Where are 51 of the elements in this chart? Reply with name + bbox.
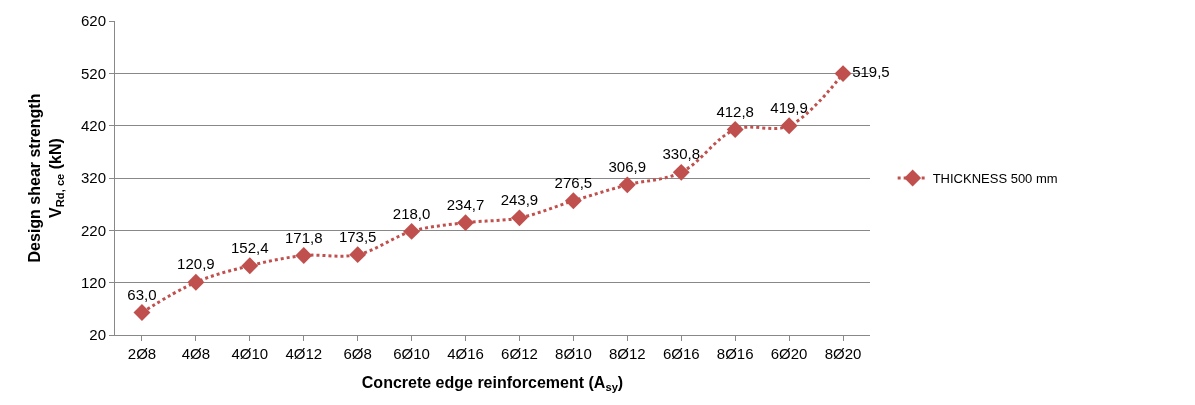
point (457, 214, 474, 232)
x-tick-label: 8Ø10 (555, 345, 592, 362)
point (618, 176, 636, 194)
x-tick-label: 4Ø8 (181, 345, 211, 362)
y-tick-label: 120 (80, 273, 106, 291)
point (241, 257, 259, 275)
point (403, 222, 421, 240)
data-label: 306,9 (608, 157, 647, 175)
x-tick-label: 4Ø12 (285, 345, 323, 362)
point (780, 117, 798, 135)
data-label: 276,5 (554, 173, 593, 191)
data-label: 412,8 (716, 102, 754, 120)
point (295, 247, 313, 265)
legend-label: THICKNESS 500 mm (932, 171, 1058, 187)
data-label: 330,8 (662, 145, 701, 163)
x-tick-label: 6Ø20 (770, 345, 808, 362)
data-label: 243,9 (500, 190, 539, 208)
y-tick-label: 320 (80, 169, 106, 187)
y-tick-label: 620 (80, 12, 106, 30)
point (672, 163, 690, 181)
data-label: 63,0 (127, 285, 157, 303)
data-label: 419,9 (770, 98, 808, 116)
x-tick-label: 4Ø16 (447, 345, 484, 362)
x-tick-label: 2Ø8 (127, 345, 157, 362)
data-label: 519,5 (852, 63, 890, 81)
point (726, 120, 744, 138)
x-tick-label: 6Ø12 (501, 345, 538, 362)
x-tick-label: 6Ø10 (393, 345, 430, 362)
data-label: 120,9 (177, 255, 215, 273)
data-label: 234,7 (446, 195, 485, 213)
data-label: 173,5 (338, 227, 377, 245)
x-tick-label: 4Ø10 (231, 345, 269, 362)
point (349, 246, 367, 264)
x-tick-label: 6Ø16 (662, 345, 700, 362)
y-tick-label: 420 (80, 116, 106, 134)
x-tick-label: 8Ø12 (608, 345, 646, 362)
data-label: 152,4 (231, 238, 269, 256)
y-tick-label: 520 (80, 64, 106, 82)
y-tick-label: 20 (89, 326, 106, 344)
point (133, 304, 151, 321)
x-axis-title: Concrete edge reinforcement (A$_{sy}$) (361, 373, 624, 394)
y-tick-label: 220 (80, 221, 106, 239)
x-tick-label: 8Ø20 (824, 345, 862, 362)
x-tick-label: 6Ø8 (343, 345, 372, 362)
data-label: 171,8 (284, 228, 323, 246)
x-tick-label: 8Ø16 (716, 345, 754, 362)
point (187, 273, 205, 291)
point (511, 209, 528, 227)
point (564, 192, 582, 210)
data-label: 218,0 (392, 204, 431, 222)
point (834, 65, 852, 83)
